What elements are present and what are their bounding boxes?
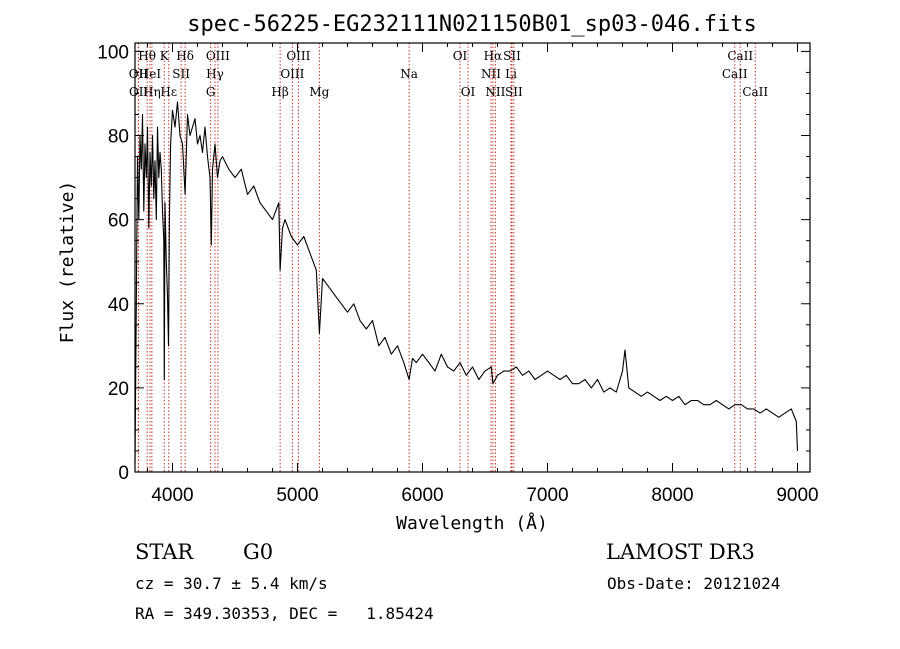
spectral-line-label: Na (400, 67, 418, 81)
spectral-line-label: Hε (160, 85, 177, 99)
spectral-line-label: K (160, 49, 170, 63)
spectral-line-label: CaII (727, 49, 753, 63)
spectral-line-label: Hη (143, 85, 161, 99)
chart-title: spec-56225-EG232111N021150B01_sp03-046.f… (187, 12, 757, 37)
plot-frame (134, 42, 811, 473)
x-axis-label: Wavelength (Å) (396, 512, 548, 534)
spectral-line-label: SII (503, 49, 521, 63)
spectral-line-label: CaII (722, 67, 748, 81)
coordinates: RA = 349.30353, DEC = 1.85424 (135, 604, 434, 623)
spectral-line-label: CaII (742, 85, 768, 99)
spectral-line-label: OIII (286, 49, 310, 63)
y-tick-label: 80 (108, 127, 129, 148)
spectral-line-label: OIII (206, 49, 230, 63)
x-tick-label: 6000 (401, 485, 443, 506)
spectral-line-label: Hθ (138, 49, 156, 63)
redshift-cz: cz = 30.7 ± 5.4 km/s (135, 574, 328, 593)
spectral-line-label: G (206, 85, 216, 99)
x-tick-label: 8000 (651, 485, 693, 506)
y-tick-label: 100 (97, 42, 129, 63)
object-subclass: G0 (243, 540, 274, 564)
spectral-line-markers (137, 43, 756, 472)
x-tick-label: 9000 (776, 485, 818, 506)
x-tick-label: 5000 (276, 485, 318, 506)
spectral-line-label: HeI (139, 67, 162, 81)
y-tick-label: 0 (118, 463, 129, 484)
y-tick-label: 60 (108, 211, 129, 232)
spectral-line-label: Hβ (271, 85, 288, 99)
spectral-line-label: OI (461, 85, 476, 99)
spectral-line-label: SII (172, 67, 190, 81)
spectral-line-label: OII (129, 85, 149, 99)
x-tick-label: 7000 (526, 485, 568, 506)
spectral-line-label: NII (481, 67, 501, 81)
spectral-line-label: OI (453, 49, 468, 63)
y-tick-label: 20 (108, 379, 129, 400)
spectral-line-label: Li (505, 67, 517, 81)
spectral-line-label: Hα (484, 49, 503, 63)
observation-date: Obs-Date: 20121024 (607, 574, 781, 593)
spectral-line-label: OIII (280, 67, 304, 81)
object-class: STAR (135, 540, 194, 564)
spectral-line-label: OII (129, 67, 149, 81)
spectral-line-label: SII (505, 85, 523, 99)
y-axis-label: Flux (relative) (57, 181, 78, 344)
survey-name: LAMOST DR3 (606, 540, 755, 564)
spectrum-series (134, 101, 799, 464)
axis-ticks: 4000 5000 6000 7000 8000 9000 0 20 40 60 80 100 (97, 42, 818, 506)
spectral-line-label: Mg (309, 85, 329, 99)
spectrum-line (134, 101, 799, 464)
spectral-line-label: NII (485, 85, 505, 99)
y-tick-label: 40 (108, 295, 129, 316)
spectral-line-label: Hγ (206, 67, 224, 81)
x-tick-label: 4000 (151, 485, 193, 506)
spectral-line-label: Hδ (176, 49, 194, 63)
